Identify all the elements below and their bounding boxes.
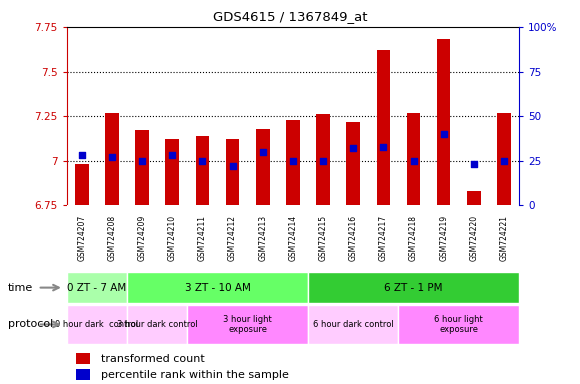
Text: GSM724209: GSM724209: [137, 215, 147, 261]
Bar: [76, 353, 90, 364]
Text: 0 ZT - 7 AM: 0 ZT - 7 AM: [67, 283, 126, 293]
Point: [168, 152, 177, 159]
Text: percentile rank within the sample: percentile rank within the sample: [101, 370, 288, 380]
Text: 0 hour dark  control: 0 hour dark control: [55, 320, 139, 329]
Text: 3 hour light
exposure: 3 hour light exposure: [223, 315, 272, 334]
Point: [258, 149, 267, 155]
Bar: [256, 129, 270, 205]
Bar: [195, 136, 209, 205]
Bar: [286, 120, 300, 205]
Text: GSM724208: GSM724208: [107, 215, 117, 261]
Bar: [407, 113, 420, 205]
Bar: [135, 131, 149, 205]
Point: [499, 158, 509, 164]
Bar: [467, 191, 481, 205]
Bar: [308, 272, 519, 303]
Text: GSM724207: GSM724207: [77, 215, 86, 261]
Point: [198, 158, 207, 164]
Text: transformed count: transformed count: [101, 354, 204, 364]
Bar: [346, 121, 360, 205]
Bar: [76, 369, 90, 380]
Text: GSM724220: GSM724220: [469, 215, 478, 261]
Text: time: time: [8, 283, 33, 293]
Bar: [308, 305, 398, 344]
Bar: [127, 272, 308, 303]
Bar: [497, 113, 511, 205]
Text: 3 ZT - 10 AM: 3 ZT - 10 AM: [184, 283, 251, 293]
Point: [228, 163, 237, 169]
Bar: [316, 114, 330, 205]
Text: GSM724218: GSM724218: [409, 215, 418, 261]
Bar: [67, 272, 127, 303]
Bar: [105, 113, 119, 205]
Bar: [226, 139, 240, 205]
Bar: [398, 305, 519, 344]
Bar: [127, 305, 187, 344]
Bar: [187, 305, 308, 344]
Text: 3 hour dark control: 3 hour dark control: [117, 320, 198, 329]
Text: GSM724213: GSM724213: [258, 215, 267, 261]
Text: GSM724217: GSM724217: [379, 215, 388, 261]
Bar: [75, 164, 89, 205]
Text: GDS4615 / 1367849_at: GDS4615 / 1367849_at: [213, 10, 367, 23]
Point: [379, 144, 388, 150]
Point: [469, 161, 478, 167]
Text: GSM724216: GSM724216: [349, 215, 358, 261]
Point: [288, 158, 298, 164]
Bar: [67, 305, 127, 344]
Point: [439, 131, 448, 137]
Text: GSM724219: GSM724219: [439, 215, 448, 261]
Bar: [165, 139, 179, 205]
Text: GSM724221: GSM724221: [499, 215, 509, 261]
Point: [77, 152, 86, 159]
Text: GSM724214: GSM724214: [288, 215, 298, 261]
Point: [318, 158, 328, 164]
Text: GSM724211: GSM724211: [198, 215, 207, 261]
Point: [137, 158, 147, 164]
Text: 6 ZT - 1 PM: 6 ZT - 1 PM: [385, 283, 443, 293]
Text: GSM724215: GSM724215: [318, 215, 328, 261]
Point: [107, 154, 117, 160]
Bar: [376, 50, 390, 205]
Point: [409, 158, 418, 164]
Text: GSM724210: GSM724210: [168, 215, 177, 261]
Text: protocol: protocol: [8, 319, 53, 329]
Text: 6 hour dark control: 6 hour dark control: [313, 320, 394, 329]
Bar: [437, 40, 451, 205]
Point: [349, 145, 358, 151]
Text: 6 hour light
exposure: 6 hour light exposure: [434, 315, 483, 334]
Text: GSM724212: GSM724212: [228, 215, 237, 261]
